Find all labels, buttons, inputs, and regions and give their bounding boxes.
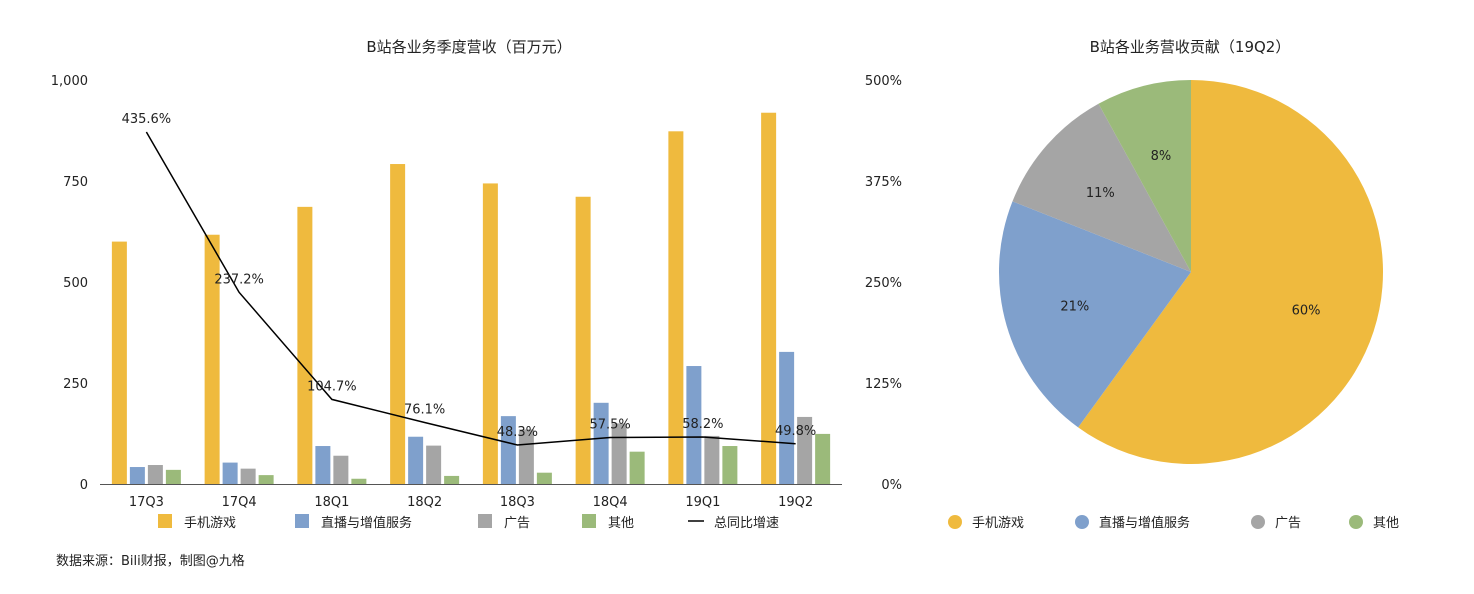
pie-slice [1078,80,1383,464]
x-tick-label: 19Q2 [778,495,813,510]
bar [165,469,181,484]
legend-label: 其他 [608,516,634,531]
legend-swatch [295,514,309,528]
y2-tick-label: 250% [865,276,902,291]
x-tick-label: 18Q2 [407,495,442,510]
pie-slice [1098,80,1191,272]
bar [444,475,460,484]
pie-slice [1012,103,1191,272]
growth-data-label: 48.3% [497,425,538,440]
bar [797,416,813,484]
bar [408,436,424,484]
source-note: 数据来源：Bili财报，制图@九格 [56,554,245,569]
bar-chart-title: B站各业务季度营收（百万元） [366,38,571,56]
bar [575,196,591,485]
growth-data-label: 435.6% [122,112,172,127]
y-tick-label: 1,000 [51,74,88,89]
bar [426,445,442,484]
legend-label: 直播与增值服务 [321,515,412,531]
pie-legend-label: 其他 [1373,516,1399,531]
pie-chart-title: B站各业务营收贡献（19Q2） [1090,38,1291,56]
y-tick-label: 0 [80,478,88,493]
x-tick-label: 19Q1 [685,495,720,510]
bar [333,455,349,484]
y-tick-label: 750 [63,175,88,190]
bar-chart: 0 250 500 750 1,000 0% 125% 250% 375% 500% 17Q3 17Q… [51,74,902,531]
growth-data-label: 237.2% [214,272,264,287]
pie-chart: 60% 21% 11% 8% 手机游戏 直播与增值服务 广告 其他 [948,80,1399,531]
y2-tick-label: 500% [865,74,902,89]
bar [593,402,609,484]
y-tick-label: 250 [63,377,88,392]
bar [111,241,127,484]
x-tick-label: 18Q1 [314,495,349,510]
x-tick-label: 17Q3 [129,495,164,510]
pie-data-label: 8% [1151,149,1172,164]
growth-data-label: 58.2% [682,417,723,432]
legend-label: 广告 [504,516,530,531]
bar [222,462,238,484]
pie-legend-label: 广告 [1275,516,1301,531]
growth-line [145,131,796,446]
legend-swatch [478,514,492,528]
bar [536,472,552,484]
y2-tick-label: 0% [881,478,902,493]
growth-data-label: 57.5% [589,418,630,433]
bar [518,429,534,484]
x-tick-label: 18Q4 [593,495,628,510]
y2-tick-label: 125% [865,377,902,392]
bar [240,468,256,484]
y-tick-label: 500 [63,276,88,291]
bar [629,451,645,484]
bar [258,475,274,484]
bar [129,467,145,484]
pie-data-label: 11% [1086,186,1115,201]
bar [668,131,684,485]
growth-data-label: 49.8% [775,424,816,439]
bar [761,112,777,484]
x-tick-label: 18Q3 [500,495,535,510]
pie-data-label: 60% [1292,303,1321,318]
legend-swatch [582,514,596,528]
bar [722,446,738,484]
bar [815,433,831,484]
bar [704,435,720,484]
pie-legend-label: 手机游戏 [972,516,1024,531]
bar [147,465,163,484]
bar [611,423,627,484]
bar [351,478,367,484]
pie-legend-label: 直播与增值服务 [1099,515,1190,531]
growth-data-label: 104.7% [307,379,357,394]
bar [315,446,331,484]
pie-data-label: 21% [1060,300,1089,315]
bar [686,366,702,484]
y2-tick-label: 375% [865,175,902,190]
bar [390,164,406,485]
growth-data-label: 76.1% [404,403,445,418]
pie-legend-marker [948,515,962,529]
pie-legend-marker [1349,515,1363,529]
bar [500,416,516,484]
pie-legend-marker [1251,515,1265,529]
legend-label: 手机游戏 [184,516,236,531]
bar [482,183,498,484]
legend-swatch [158,514,172,528]
legend-label: 总同比增速 [714,516,779,531]
bar [779,351,795,484]
x-tick-label: 17Q4 [222,495,257,510]
bar [297,206,313,484]
pie-slice [999,201,1191,428]
pie-legend-marker [1075,515,1089,529]
bar [204,234,220,484]
